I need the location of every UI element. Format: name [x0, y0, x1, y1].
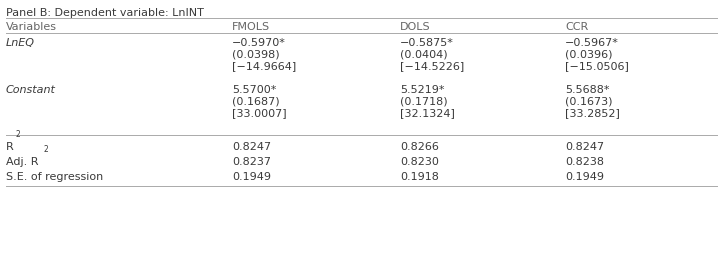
Text: 5.5219*: 5.5219*: [400, 85, 445, 95]
Text: 2: 2: [43, 145, 48, 154]
Text: 0.8237: 0.8237: [232, 157, 271, 167]
Text: S.E. of regression: S.E. of regression: [6, 172, 103, 182]
Text: (0.1718): (0.1718): [400, 97, 448, 106]
Text: LnEQ: LnEQ: [6, 38, 35, 48]
Text: 0.1918: 0.1918: [400, 172, 439, 182]
Text: 5.5688*: 5.5688*: [565, 85, 609, 95]
Text: −0.5875*: −0.5875*: [400, 38, 454, 48]
Text: 0.8247: 0.8247: [565, 142, 604, 152]
Text: [32.1324]: [32.1324]: [400, 108, 455, 118]
Text: 0.8247: 0.8247: [232, 142, 271, 152]
Text: [33.0007]: [33.0007]: [232, 108, 286, 118]
Text: [−14.9664]: [−14.9664]: [232, 61, 296, 71]
Text: (0.0396): (0.0396): [565, 50, 612, 59]
Text: DOLS: DOLS: [400, 22, 431, 32]
Text: 5.5700*: 5.5700*: [232, 85, 276, 95]
Text: Panel B: Dependent variable: LnINT: Panel B: Dependent variable: LnINT: [6, 8, 204, 18]
Text: 2: 2: [15, 130, 20, 139]
Text: Variables: Variables: [6, 22, 57, 32]
Text: (0.1687): (0.1687): [232, 97, 280, 106]
Text: CCR: CCR: [565, 22, 589, 32]
Text: (0.0404): (0.0404): [400, 50, 448, 59]
Text: −0.5967*: −0.5967*: [565, 38, 619, 48]
Text: Adj. R: Adj. R: [6, 157, 38, 167]
Text: −0.5970*: −0.5970*: [232, 38, 286, 48]
Text: 0.8230: 0.8230: [400, 157, 439, 167]
Text: [33.2852]: [33.2852]: [565, 108, 620, 118]
Text: 0.8266: 0.8266: [400, 142, 439, 152]
Text: [−15.0506]: [−15.0506]: [565, 61, 629, 71]
Text: (0.1673): (0.1673): [565, 97, 612, 106]
Text: 0.8238: 0.8238: [565, 157, 604, 167]
Text: (0.0398): (0.0398): [232, 50, 280, 59]
Text: 0.1949: 0.1949: [232, 172, 271, 182]
Text: [−14.5226]: [−14.5226]: [400, 61, 464, 71]
Text: 0.1949: 0.1949: [565, 172, 604, 182]
Text: FMOLS: FMOLS: [232, 22, 270, 32]
Text: Constant: Constant: [6, 85, 56, 95]
Text: R: R: [6, 142, 14, 152]
